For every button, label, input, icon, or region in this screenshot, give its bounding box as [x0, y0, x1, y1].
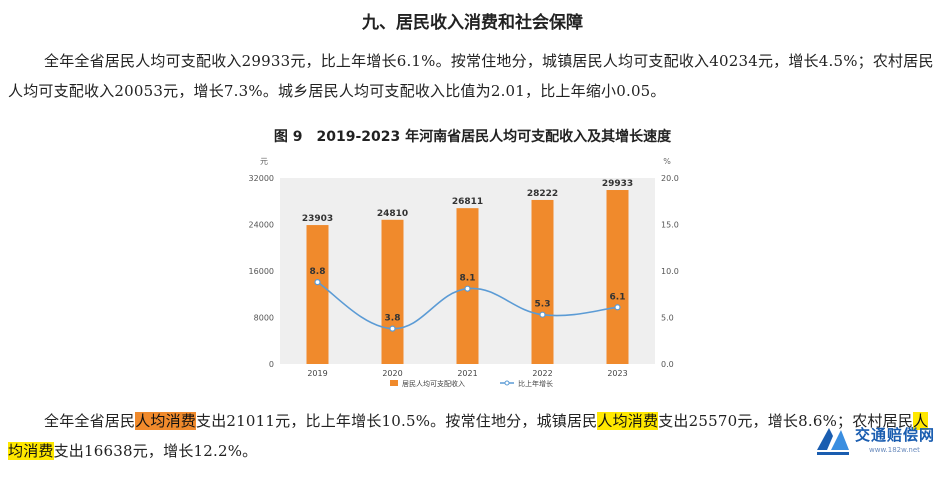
growth-point-2020 — [389, 325, 396, 332]
consumption-text-1: 全年全省居民 — [44, 412, 136, 430]
highlight-per-capita-consumption-2: 人均消费 — [597, 412, 659, 430]
category-label: 2021 — [457, 369, 477, 378]
right-tick-label: 10.0 — [661, 267, 679, 276]
bar-2022 — [531, 199, 554, 364]
bar-2020 — [381, 219, 404, 364]
figure-caption: 图 9 2019-2023 年河南省居民人均可支配收入及其增长速度 — [273, 129, 672, 145]
income-chart: 23903 24810 26811 28222 29933 8.8 3.8 8.1 5.3 6.1… — [249, 157, 679, 388]
bar-value-label: 24810 — [377, 209, 408, 219]
bar-value-label: 26811 — [452, 197, 483, 207]
right-tick-label: 15.0 — [661, 221, 679, 230]
bar-2023 — [606, 190, 629, 364]
consumption-text-4: 支出16638元，增长12.2%。 — [53, 442, 258, 460]
growth-value-label: 8.1 — [460, 274, 476, 284]
category-label: 2023 — [607, 369, 627, 378]
growth-point-2021 — [464, 285, 471, 292]
highlight-per-capita-consumption-1: 人均消费 — [135, 412, 197, 430]
growth-value-label: 5.3 — [535, 300, 551, 310]
right-axis-unit: % — [663, 157, 671, 166]
left-tick-label: 0 — [269, 360, 274, 369]
right-tick-label: 20.0 — [661, 174, 679, 183]
category-label: 2020 — [382, 369, 402, 378]
legend-bar-label: 居民人均可支配收入 — [402, 379, 465, 388]
left-tick-label: 32000 — [249, 174, 274, 183]
left-tick-label: 8000 — [254, 314, 274, 323]
growth-value-label: 8.8 — [310, 267, 326, 277]
category-label: 2022 — [532, 369, 552, 378]
growth-value-label: 3.8 — [385, 314, 401, 324]
legend-bar-swatch — [390, 380, 398, 386]
consumption-text-3: 支出25570元，增长8.6%；农村居民 — [658, 412, 914, 430]
consumption-text-2: 支出21011元，比上年增长10.5%。按常住地分，城镇居民 — [196, 412, 598, 430]
right-tick-label: 0.0 — [661, 360, 674, 369]
watermark-name: 交通赔偿网 — [855, 426, 936, 444]
bar-2019 — [306, 225, 329, 364]
growth-value-label: 6.1 — [610, 292, 626, 302]
income-paragraph: 全年全省居民人均可支配收入29933元，比上年增长6.1%。按常住地分，城镇居民… — [8, 46, 938, 106]
legend-line-marker — [504, 380, 510, 386]
legend-line-label: 比上年增长 — [518, 379, 553, 388]
left-tick-label: 24000 — [249, 221, 274, 230]
bar-value-label: 29933 — [602, 179, 633, 189]
section-title: 九、居民收入消费和社会保障 — [362, 13, 583, 33]
bar-value-label: 23903 — [302, 214, 333, 224]
growth-point-2023 — [614, 304, 621, 311]
left-axis-unit: 元 — [260, 157, 268, 166]
income-text: 全年全省居民人均可支配收入29933元，比上年增长6.1%。按常住地分，城镇居民… — [8, 52, 934, 100]
bar-value-label: 28222 — [527, 189, 558, 199]
watermark-logo-icon — [817, 428, 849, 455]
site-watermark: 交通赔偿网 www.182w.net — [809, 418, 937, 464]
consumption-paragraph: 全年全省居民人均消费支出21011元，比上年增长10.5%。按常住地分，城镇居民… — [8, 406, 938, 466]
left-tick-label: 16000 — [249, 267, 274, 276]
growth-point-2022 — [539, 311, 546, 318]
category-label: 2019 — [307, 369, 327, 378]
watermark-url: www.182w.net — [869, 446, 920, 454]
growth-point-2019 — [314, 279, 321, 286]
right-tick-label: 5.0 — [661, 314, 674, 323]
